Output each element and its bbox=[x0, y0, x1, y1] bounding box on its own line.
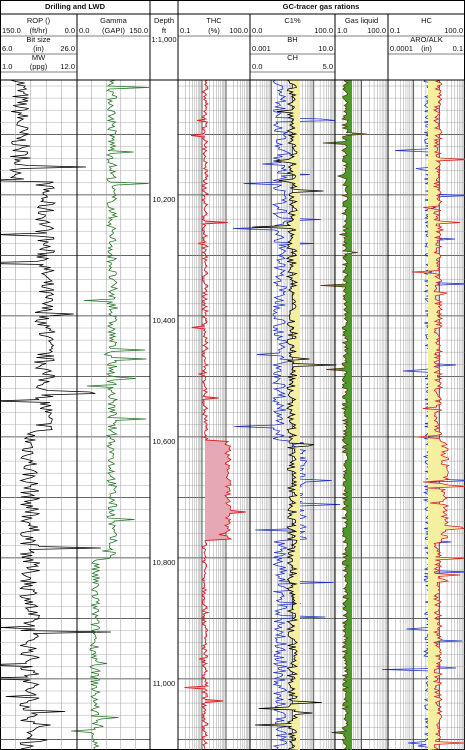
track-title: THC bbox=[206, 16, 222, 25]
curve bbox=[411, 79, 465, 750]
curves bbox=[0, 79, 465, 750]
track-title: C1% bbox=[284, 16, 301, 25]
curve-fill bbox=[412, 80, 465, 750]
track-label: Bit size bbox=[26, 35, 50, 44]
scale-right: 100.0 bbox=[314, 26, 333, 35]
scale-left: 0.001 bbox=[252, 44, 271, 53]
depth-label: 10,600 bbox=[153, 437, 176, 446]
track-title: Gamma bbox=[100, 16, 128, 25]
track-label: 1:1,000 bbox=[151, 35, 176, 44]
depth-label: 10,800 bbox=[153, 558, 176, 567]
scale-unit: (in) bbox=[33, 44, 44, 53]
scale-unit: (ppg) bbox=[30, 62, 48, 71]
track-title: Gas liquid bbox=[345, 16, 378, 25]
scale-left: 0.0 bbox=[252, 26, 262, 35]
scale-left: 0.0 bbox=[252, 62, 262, 71]
scale-right: 100.0 bbox=[229, 26, 248, 35]
track-label: ARO/ALK bbox=[410, 35, 443, 44]
track-title: Depth bbox=[154, 16, 174, 25]
depth-label: 11,000 bbox=[153, 679, 175, 688]
scale-right: 10.0 bbox=[318, 44, 333, 53]
group-title: GC-tracer gas rations bbox=[283, 2, 360, 11]
scale-right: 26.0 bbox=[60, 44, 75, 53]
track-title: ROP () bbox=[27, 16, 51, 25]
track-title: HC bbox=[421, 16, 432, 25]
curve bbox=[252, 79, 337, 750]
curve bbox=[71, 79, 150, 750]
scale-left: 0.1 bbox=[390, 26, 400, 35]
scale-left: 6.0 bbox=[2, 44, 12, 53]
scale-right: 0.0 bbox=[65, 26, 75, 35]
grid bbox=[0, 80, 465, 750]
track-label: ft bbox=[162, 26, 167, 35]
curve bbox=[184, 79, 246, 750]
scale-left: 0.0001 bbox=[390, 44, 413, 53]
depth-label: 10,400 bbox=[153, 316, 176, 325]
scale-right: 100.0 bbox=[444, 26, 463, 35]
group-title: Drilling and LWD bbox=[45, 2, 106, 11]
scale-left: 0.1 bbox=[180, 26, 190, 35]
depth-label: 10,200 bbox=[153, 195, 176, 204]
track-label: BH bbox=[287, 35, 297, 44]
scale-right: 0.1 bbox=[453, 44, 463, 53]
scale-unit: (ft/hr) bbox=[30, 26, 48, 35]
scale-unit: (in) bbox=[421, 44, 432, 53]
scale-left: 1.0 bbox=[2, 62, 12, 71]
scale-right: 12.0 bbox=[60, 62, 75, 71]
curve bbox=[232, 79, 341, 750]
scale-unit: (GAPI) bbox=[102, 26, 125, 35]
scale-left: 150.0 bbox=[2, 26, 21, 35]
curve bbox=[320, 79, 368, 750]
scale-right: 5.0 bbox=[323, 62, 333, 71]
scale-right: 100.0 bbox=[367, 26, 386, 35]
track-label: MW bbox=[32, 53, 46, 62]
track-label: CH bbox=[287, 53, 298, 62]
scale-left: 0.0 bbox=[79, 26, 89, 35]
curve bbox=[0, 79, 111, 750]
scale-unit: (%) bbox=[208, 26, 220, 35]
scale-left: 1.0 bbox=[337, 26, 347, 35]
scale-right: 150.0 bbox=[129, 26, 148, 35]
